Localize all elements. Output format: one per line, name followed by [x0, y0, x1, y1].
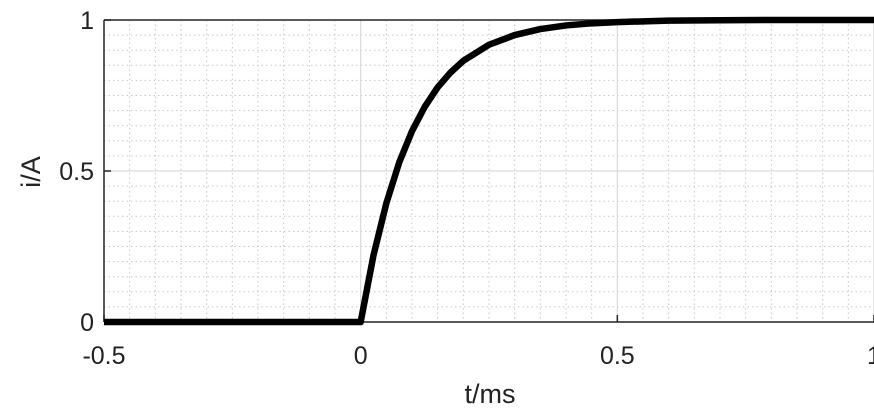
x-tick-label: 1	[867, 342, 874, 370]
x-tick-label: 0.5	[600, 342, 635, 370]
tick-labels: -0.5 0 0.5 1 0 0.5 1	[59, 7, 874, 370]
y-axis-label: i/A	[16, 156, 46, 188]
y-tick-label: 0.5	[59, 158, 94, 186]
x-tick-label: 0	[354, 342, 368, 370]
x-tick-label: -0.5	[82, 342, 125, 370]
y-tick-label: 0	[80, 309, 94, 337]
minor-gridlines	[104, 20, 874, 322]
series-layer	[104, 16, 874, 326]
y-tick-label: 1	[80, 7, 94, 35]
x-axis-label: t/ms	[465, 379, 516, 408]
series-line-0	[104, 16, 874, 326]
